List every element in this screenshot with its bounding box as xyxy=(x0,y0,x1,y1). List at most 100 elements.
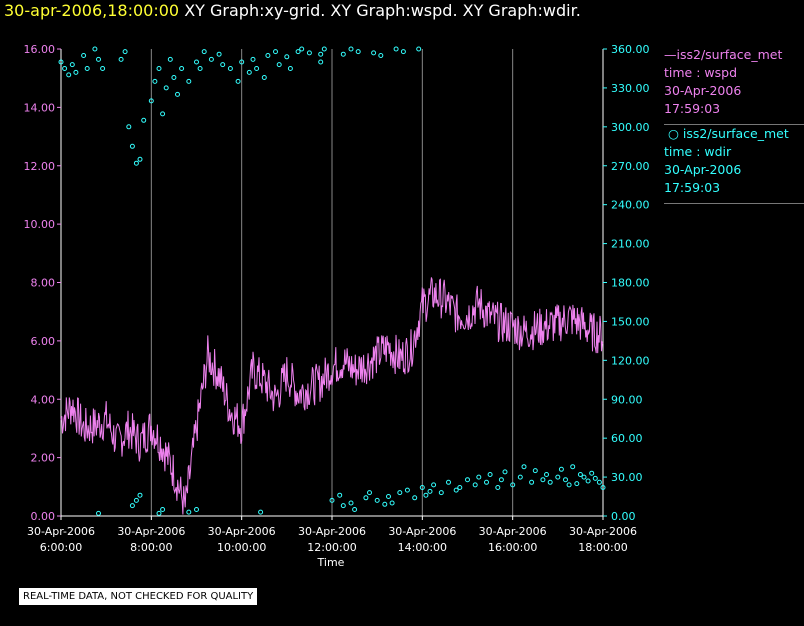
wdir-point xyxy=(156,66,162,71)
wdir-point xyxy=(299,46,305,52)
wdir-point xyxy=(126,124,132,130)
right-tick-label: 120.00 xyxy=(611,354,650,367)
wdir-point xyxy=(318,51,324,57)
wdir-point xyxy=(427,488,433,494)
x-tick-time-label: 18:00:00 xyxy=(578,541,627,554)
wdir-point xyxy=(261,75,267,80)
right-tick-label: 0.00 xyxy=(611,510,636,523)
wdir-point xyxy=(194,507,199,512)
wdir-point xyxy=(186,78,192,84)
wdir-point xyxy=(197,66,203,71)
wdir-point xyxy=(558,466,564,472)
wdir-point xyxy=(96,56,101,62)
wdir-series-points xyxy=(58,46,606,516)
wdir-point xyxy=(570,464,576,470)
wdir-point xyxy=(529,479,535,485)
wdir-point xyxy=(306,50,312,56)
wdir-point xyxy=(100,66,106,71)
wdir-point xyxy=(472,482,478,488)
wdir-point xyxy=(585,478,591,484)
wdir-point xyxy=(216,51,222,57)
wdir-point xyxy=(295,49,301,55)
wdir-point xyxy=(363,495,369,501)
wdir-point xyxy=(66,72,72,78)
wdir-point xyxy=(133,497,139,503)
wdir-point xyxy=(137,492,143,498)
wdir-point xyxy=(340,51,346,57)
wdir-point xyxy=(321,46,327,52)
wdir-point xyxy=(495,485,501,490)
wdir-point xyxy=(167,56,173,62)
wdir-point xyxy=(352,507,358,512)
legend-wspd-source: —iss2/surface_met xyxy=(664,47,783,62)
wdir-point xyxy=(419,485,425,490)
wdir-point xyxy=(367,490,372,496)
wdir-point xyxy=(58,59,64,65)
wdir-point xyxy=(179,66,185,71)
x-tick-date-label: 30-Apr-2006 xyxy=(479,525,547,538)
wdir-point xyxy=(337,492,343,498)
wdir-point xyxy=(265,53,271,58)
x-tick-time-label: 8:00:00 xyxy=(130,541,172,554)
wdir-point xyxy=(517,474,523,480)
wdir-point xyxy=(235,78,241,84)
legend-wspd-date: 30-Apr-2006 xyxy=(664,83,742,98)
wdir-point xyxy=(137,156,143,162)
right-tick-label: 270.00 xyxy=(611,160,650,173)
header-graph-list: XY Graph:xy-grid. XY Graph:wspd. XY Grap… xyxy=(184,1,581,20)
wdir-point xyxy=(194,59,199,65)
wdir-point xyxy=(163,85,169,91)
quality-disclaimer: REAL-TIME DATA, NOT CHECKED FOR QUALITY xyxy=(19,588,258,605)
wdir-point xyxy=(404,487,410,493)
wdir-point xyxy=(329,497,335,503)
wdir-point xyxy=(160,507,166,512)
x-tick-date-label: 30-Apr-2006 xyxy=(27,525,95,538)
wdir-point xyxy=(374,497,380,503)
right-tick-label: 330.00 xyxy=(611,82,650,95)
wdir-point xyxy=(453,487,459,493)
wdir-point xyxy=(540,477,546,483)
wdir-point xyxy=(532,468,538,474)
x-tick-date-label: 30-Apr-2006 xyxy=(117,525,185,538)
x-tick-time-label: 16:00:00 xyxy=(488,541,537,554)
left-tick-label: 14.00 xyxy=(24,101,56,114)
wdir-point xyxy=(156,510,162,516)
right-tick-label: 360.00 xyxy=(611,43,650,56)
left-tick-label: 2.00 xyxy=(31,452,56,465)
wdir-point xyxy=(581,474,587,480)
right-tick-label: 30.00 xyxy=(611,471,643,484)
wdir-point xyxy=(246,69,252,75)
wdir-point xyxy=(600,485,606,490)
wdir-point xyxy=(498,477,504,483)
wdir-point xyxy=(574,481,580,487)
x-tick-time-label: 12:00:00 xyxy=(307,541,356,554)
wdir-point xyxy=(487,472,493,477)
left-tick-label: 4.00 xyxy=(31,393,56,406)
legend-wspd-time: 17:59:03 xyxy=(664,101,721,116)
x-tick-time-label: 10:00:00 xyxy=(217,541,266,554)
wdir-point xyxy=(431,482,437,488)
wdir-point xyxy=(258,509,264,515)
wdir-point xyxy=(62,66,68,71)
wdir-point xyxy=(73,69,79,75)
legend-wspd-var: time : wspd xyxy=(664,65,738,80)
wdir-point xyxy=(96,510,101,516)
wdir-point xyxy=(122,49,128,55)
wdir-point xyxy=(348,500,354,506)
wdir-point xyxy=(69,62,75,68)
wdir-point xyxy=(273,49,278,55)
wdir-point xyxy=(596,479,602,485)
wdir-point xyxy=(276,62,282,68)
wdir-point xyxy=(412,495,418,501)
legend-wdir-time: 17:59:03 xyxy=(664,180,721,195)
wdir-point xyxy=(521,464,527,470)
x-axis-ticks: 30-Apr-2006 6:00:00 30-Apr-2006 8:00:00 30-A… xyxy=(27,516,637,554)
left-tick-label: 0.00 xyxy=(31,510,56,523)
wdir-point xyxy=(118,56,124,62)
wdir-point xyxy=(171,75,177,80)
wdir-point xyxy=(386,494,391,499)
wdir-point xyxy=(400,49,406,55)
wdir-point xyxy=(547,479,553,485)
wdir-point xyxy=(544,472,549,477)
left-tick-label: 12.00 xyxy=(24,160,56,173)
